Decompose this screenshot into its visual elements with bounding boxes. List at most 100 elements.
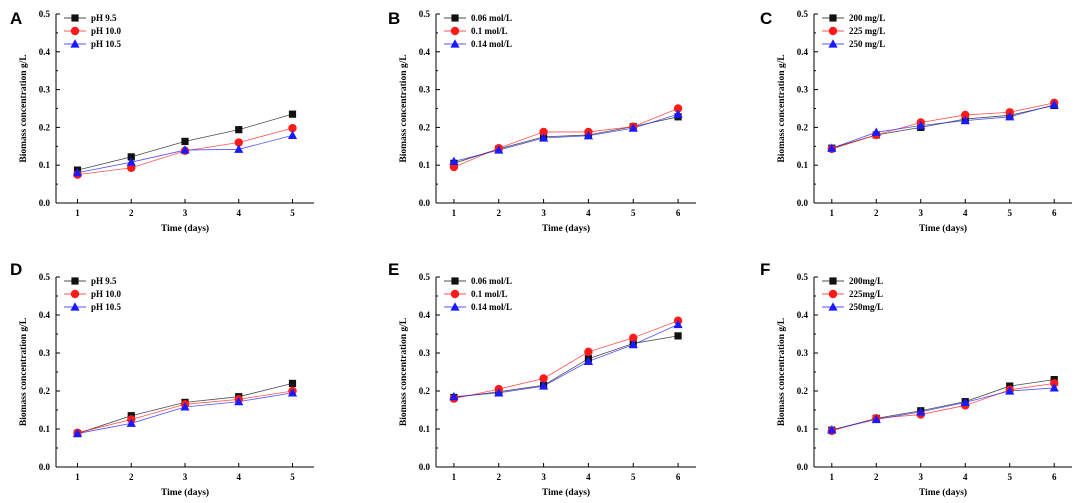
- legend-label: 0.14 mol/L: [471, 302, 512, 312]
- x-tick-label: 5: [290, 472, 295, 482]
- x-tick-label: 4: [963, 208, 968, 218]
- y-axis-title: Biomass concentration g/L: [777, 54, 787, 162]
- x-tick-label: 5: [631, 472, 636, 482]
- data-point-series-3: [960, 397, 970, 406]
- x-tick-label: 3: [919, 472, 924, 482]
- data-point-series-2: [584, 347, 593, 357]
- chart-panel-b: B 0.0 0.1 0.2 0.3 0.4 0.5 1 2 3 4 5 6 Time (days) Biom…: [388, 9, 696, 234]
- data-point-series-2: [629, 333, 638, 342]
- legend-label: 200 mg/L: [849, 13, 885, 23]
- legend-label: pH 10.5: [91, 39, 122, 49]
- x-tick-label: 3: [541, 472, 546, 482]
- x-tick-label: 6: [1052, 208, 1057, 218]
- data-point-series-3: [234, 396, 244, 406]
- x-axis-title: Time (days): [161, 223, 209, 234]
- data-point-series-2: [673, 104, 683, 113]
- y-tick-label: 0.1: [419, 160, 431, 170]
- legend-marker: [70, 26, 80, 36]
- y-tick-label: 0.2: [797, 386, 809, 396]
- x-axis-title: Time (days): [919, 223, 967, 234]
- series-line-1: [831, 379, 1055, 431]
- panel-letter: F: [760, 260, 770, 279]
- x-tick-label: 1: [75, 208, 80, 218]
- x-tick-label: 2: [129, 208, 134, 218]
- series-line-2: [453, 108, 679, 168]
- y-tick-label: 0.5: [39, 272, 51, 282]
- x-tick-label: 5: [1007, 208, 1012, 218]
- y-tick-label: 0.3: [797, 348, 809, 358]
- y-tick-label: 0.5: [797, 272, 809, 282]
- y-tick-label: 0.3: [419, 348, 431, 358]
- legend-label: 250 mg/L: [849, 39, 885, 49]
- x-tick-label: 5: [290, 208, 295, 218]
- data-point-series-3: [494, 388, 504, 397]
- legend-marker: [450, 289, 460, 299]
- y-tick-label: 0.5: [797, 9, 809, 19]
- data-point-series-3: [180, 402, 190, 411]
- x-tick-label: 5: [631, 208, 636, 218]
- y-axis-title: Biomass concentration g/L: [19, 54, 29, 162]
- legend-marker: [829, 14, 837, 22]
- series-line-3: [831, 387, 1055, 431]
- data-point-series-3: [673, 109, 683, 118]
- series-line-2: [77, 390, 293, 434]
- y-tick-label: 0.5: [419, 9, 431, 19]
- y-axis-title: Biomass concentration g/L: [399, 318, 409, 426]
- data-point-series-2: [961, 110, 970, 120]
- legend-label: 200mg/L: [849, 276, 883, 286]
- x-axis-title: Time (days): [161, 487, 209, 498]
- x-tick-label: 3: [183, 208, 188, 218]
- y-tick-label: 0.4: [39, 310, 51, 320]
- data-point-series-3: [1005, 112, 1015, 121]
- data-point-series-1: [181, 137, 189, 145]
- y-tick-label: 0.0: [39, 462, 51, 472]
- legend-label: pH 10.0: [91, 26, 122, 36]
- x-tick-label: 4: [237, 208, 242, 218]
- y-tick-label: 0.2: [419, 386, 431, 396]
- y-tick-label: 0.4: [797, 310, 809, 320]
- y-tick-label: 0.3: [39, 348, 51, 358]
- y-tick-label: 0.5: [419, 272, 431, 282]
- series-line-3: [453, 324, 679, 398]
- data-point-series-3: [871, 414, 881, 424]
- series-line-1: [453, 116, 679, 164]
- data-point-series-3: [583, 356, 594, 365]
- legend-marker: [71, 14, 79, 22]
- data-point-series-3: [583, 130, 594, 140]
- data-point-series-3: [1049, 99, 1059, 109]
- data-point-series-3: [827, 143, 837, 152]
- y-tick-label: 0.1: [797, 160, 809, 170]
- data-point-series-3: [916, 120, 926, 130]
- y-tick-label: 0.3: [419, 85, 431, 95]
- x-axis-title: Time (days): [542, 223, 590, 234]
- legend-marker: [829, 277, 837, 285]
- chart-panel-c: C 0.0 0.1 0.2 0.3 0.4 0.5 1 2 3 4 5 6 Time (days) Biom…: [760, 9, 1072, 234]
- series-line-2: [831, 102, 1055, 150]
- chart-panel-a: A 0.0 0.1 0.2 0.3 0.4 0.5 1 2 3 4 5 Time (days) Bioma…: [10, 9, 314, 234]
- legend-label: 250mg/L: [849, 302, 883, 312]
- x-tick-label: 2: [129, 472, 134, 482]
- panel-letter: A: [10, 9, 22, 28]
- y-tick-label: 0.2: [39, 386, 51, 396]
- x-tick-label: 5: [1007, 472, 1012, 482]
- y-tick-label: 0.1: [39, 424, 51, 434]
- y-tick-label: 0.1: [419, 424, 431, 434]
- series-line-2: [453, 320, 679, 399]
- y-tick-label: 0.1: [797, 424, 809, 434]
- y-tick-label: 0.4: [797, 47, 809, 57]
- x-tick-label: 6: [676, 208, 681, 218]
- x-axis-title: Time (days): [919, 487, 967, 498]
- data-point-series-3: [234, 144, 244, 153]
- legend-marker: [451, 14, 459, 22]
- x-tick-label: 3: [541, 208, 546, 218]
- legend-label: 0.1 mol/L: [471, 26, 508, 36]
- data-point-series-2: [539, 374, 548, 383]
- y-tick-label: 0.4: [39, 47, 51, 57]
- x-tick-label: 1: [452, 472, 457, 482]
- x-axis-title: Time (days): [542, 487, 590, 498]
- x-tick-label: 3: [183, 472, 188, 482]
- x-tick-label: 2: [874, 472, 879, 482]
- data-point-series-3: [538, 381, 549, 390]
- chart-panel-e: E 0.0 0.1 0.2 0.3 0.4 0.5 1 2 3 4 5 6 Time (days) Biom…: [388, 260, 696, 498]
